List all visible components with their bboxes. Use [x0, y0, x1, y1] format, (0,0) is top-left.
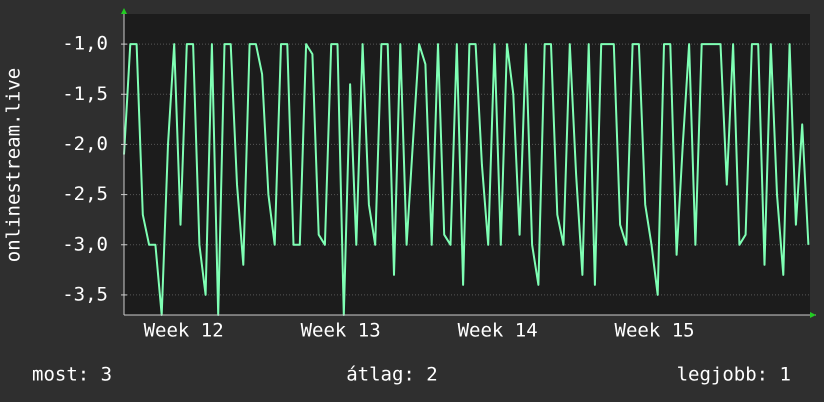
x-axis-arrow — [810, 312, 816, 318]
y-tick-label: -2,5 — [62, 183, 108, 205]
footer-best: legjobb: 1 — [677, 364, 791, 386]
y-tick-label: -2,0 — [62, 133, 108, 155]
y-tick-label: -3,0 — [62, 233, 108, 255]
x-tick-label: Week 15 — [615, 320, 695, 342]
x-tick-label: Week 13 — [301, 320, 381, 342]
y-axis-arrow — [121, 8, 127, 14]
y-tick-label: -3,5 — [62, 283, 108, 305]
y-tick-label: -1,5 — [62, 83, 108, 105]
footer-current: most: 3 — [32, 364, 112, 386]
x-tick-label: Week 14 — [458, 320, 538, 342]
y-tick-label: -1,0 — [62, 33, 108, 55]
y-axis-label: onlinestream.live — [3, 68, 25, 262]
x-tick-label: Week 12 — [144, 320, 224, 342]
footer-average: átlag: 2 — [346, 364, 438, 386]
data-line — [123, 43, 810, 316]
